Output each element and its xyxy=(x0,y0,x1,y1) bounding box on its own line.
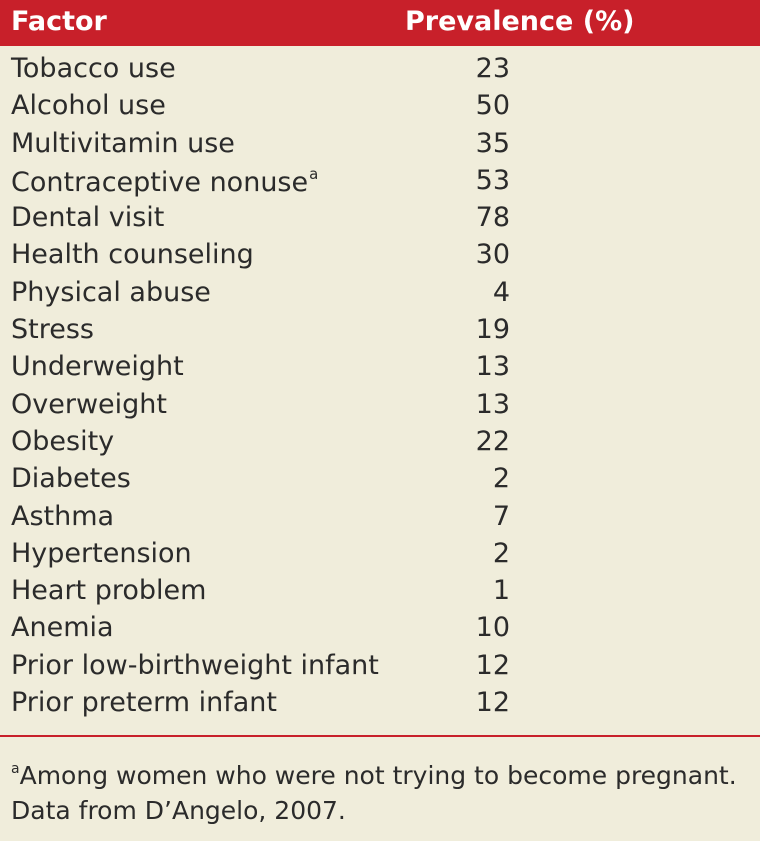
factor-cell: Heart problem xyxy=(11,575,206,606)
factor-label: Anemia xyxy=(11,612,114,644)
table-row: Stress 19 xyxy=(0,312,760,349)
factor-cell: Asthma xyxy=(11,501,114,532)
factor-cell: Dental visit xyxy=(11,202,164,233)
factor-label: Multivitamin use xyxy=(11,127,235,159)
factor-cell: Health counseling xyxy=(11,239,254,270)
factor-cell: Overweight xyxy=(11,389,167,420)
table-row: Overweight 13 xyxy=(0,387,760,424)
prevalence-cell: 13 xyxy=(475,388,510,420)
factor-cell: Multivitamin use xyxy=(11,128,235,159)
prevalence-cell: 22 xyxy=(475,425,510,457)
factor-label: Physical abuse xyxy=(11,276,211,308)
footnote: aAmong women who were not trying to beco… xyxy=(11,752,737,828)
factor-label: Alcohol use xyxy=(11,90,166,122)
factor-label: Prior preterm infant xyxy=(11,687,277,719)
factor-label: Heart problem xyxy=(11,575,207,607)
factor-cell: Underweight xyxy=(11,351,184,382)
factor-label: Hypertension xyxy=(11,537,192,569)
table-row: Health counseling 30 xyxy=(0,237,760,274)
table-row: Heart problem 1 xyxy=(0,573,760,610)
prevalence-cell: 23 xyxy=(475,53,510,84)
prevalence-cell: 2 xyxy=(492,463,510,495)
table-row: Dental visit 78 xyxy=(0,200,760,237)
prevalence-cell: 19 xyxy=(475,314,510,346)
table-row: Obesity 22 xyxy=(0,424,760,461)
factor-cell: Anemia xyxy=(11,612,114,643)
table-header: Factor Prevalence (%) xyxy=(0,0,760,46)
prevalence-cell: 12 xyxy=(475,687,510,719)
prevalence-cell: 4 xyxy=(492,276,510,308)
footnote-text: Among women who were not trying to becom… xyxy=(19,761,737,790)
table-row: Asthma 7 xyxy=(0,499,760,536)
factor-label: Diabetes xyxy=(11,463,131,495)
factor-cell: Physical abuse xyxy=(11,277,211,308)
table-row: Diabetes 2 xyxy=(0,461,760,498)
factor-label: Tobacco use xyxy=(11,53,176,84)
table-row: Multivitamin use 35 xyxy=(0,126,760,163)
prevalence-cell: 1 xyxy=(492,575,510,607)
header-prevalence: Prevalence (%) xyxy=(405,6,635,37)
prevalence-table: Factor Prevalence (%) Tobacco use 23 Alcoh… xyxy=(0,0,760,718)
footnote-divider xyxy=(0,735,760,737)
factor-cell: Alcohol use xyxy=(11,90,166,121)
factor-label: Underweight xyxy=(11,351,184,383)
factor-cell: Diabetes xyxy=(11,463,131,494)
factor-label: Health counseling xyxy=(11,239,254,271)
prevalence-cell: 2 xyxy=(492,537,510,569)
table-row: Anemia 10 xyxy=(0,610,760,647)
factor-label: Obesity xyxy=(11,425,115,457)
factor-cell: Contraceptive nonusea xyxy=(11,165,318,198)
table-row: Hypertension 2 xyxy=(0,536,760,573)
table-row: Contraceptive nonusea 53 xyxy=(0,163,760,200)
factor-label: Dental visit xyxy=(11,202,165,234)
prevalence-cell: 53 xyxy=(475,164,510,196)
prevalence-cell: 50 xyxy=(475,90,510,122)
prevalence-cell: 30 xyxy=(475,239,510,271)
factor-cell: Tobacco use xyxy=(11,53,176,84)
factor-cell: Prior preterm infant xyxy=(11,687,277,718)
factor-label: Prior low-birthweight infant xyxy=(11,649,379,681)
table-row: Prior preterm infant 12 xyxy=(0,685,760,722)
table-row: Prior low-birthweight infant 12 xyxy=(0,648,760,685)
factor-label: Contraceptive nonuse xyxy=(11,166,309,198)
prevalence-cell: 7 xyxy=(492,500,510,532)
prevalence-cell: 13 xyxy=(475,351,510,383)
table-row: Underweight 13 xyxy=(0,349,760,386)
factor-label: Stress xyxy=(11,314,94,346)
footnote-marker: a xyxy=(11,761,20,777)
prevalence-cell: 10 xyxy=(475,612,510,644)
footnote-line: aAmong women who were not trying to beco… xyxy=(11,752,737,793)
prevalence-cell: 35 xyxy=(475,127,510,159)
table-body: Tobacco use 23 Alcohol use 50 Multivitamin u… xyxy=(0,51,760,722)
factor-cell: Hypertension xyxy=(11,538,192,569)
prevalence-cell: 78 xyxy=(475,202,510,234)
factor-cell: Obesity xyxy=(11,426,114,457)
table-row: Alcohol use 50 xyxy=(0,88,760,125)
table-row: Tobacco use 23 xyxy=(0,51,760,88)
footnote-ref: a xyxy=(309,164,319,183)
header-factor: Factor xyxy=(11,6,107,37)
factor-label: Overweight xyxy=(11,388,167,420)
prevalence-cell: 12 xyxy=(475,649,510,681)
factor-label: Asthma xyxy=(11,500,115,532)
table-row: Physical abuse 4 xyxy=(0,275,760,312)
factor-cell: Stress xyxy=(11,314,94,345)
factor-cell: Prior low-birthweight infant xyxy=(11,650,379,681)
footnote-source: Data from D’Angelo, 2007. xyxy=(11,796,346,825)
